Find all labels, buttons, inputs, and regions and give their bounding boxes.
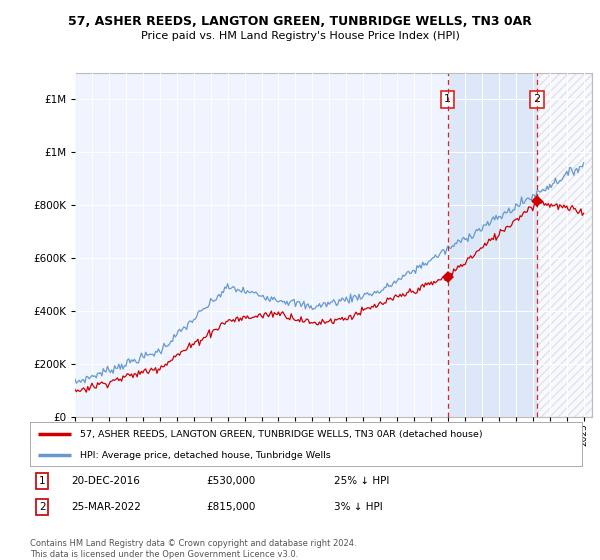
- Text: 1: 1: [444, 94, 451, 104]
- Text: 2: 2: [533, 94, 541, 104]
- Text: 1: 1: [39, 476, 46, 486]
- Text: 25% ↓ HPI: 25% ↓ HPI: [334, 476, 389, 486]
- Bar: [537, 73, 592, 417]
- Text: Price paid vs. HM Land Registry's House Price Index (HPI): Price paid vs. HM Land Registry's House …: [140, 31, 460, 41]
- Text: 2: 2: [39, 502, 46, 512]
- Text: 57, ASHER REEDS, LANGTON GREEN, TUNBRIDGE WELLS, TN3 0AR: 57, ASHER REEDS, LANGTON GREEN, TUNBRIDG…: [68, 15, 532, 27]
- Bar: [448, 73, 537, 417]
- Text: £530,000: £530,000: [206, 476, 256, 486]
- Text: 3% ↓ HPI: 3% ↓ HPI: [334, 502, 382, 512]
- Text: 20-DEC-2016: 20-DEC-2016: [71, 476, 140, 486]
- Text: Contains HM Land Registry data © Crown copyright and database right 2024.
This d: Contains HM Land Registry data © Crown c…: [30, 539, 356, 559]
- Text: HPI: Average price, detached house, Tunbridge Wells: HPI: Average price, detached house, Tunb…: [80, 450, 331, 460]
- Text: 25-MAR-2022: 25-MAR-2022: [71, 502, 141, 512]
- Text: £815,000: £815,000: [206, 502, 256, 512]
- Text: 57, ASHER REEDS, LANGTON GREEN, TUNBRIDGE WELLS, TN3 0AR (detached house): 57, ASHER REEDS, LANGTON GREEN, TUNBRIDG…: [80, 430, 482, 439]
